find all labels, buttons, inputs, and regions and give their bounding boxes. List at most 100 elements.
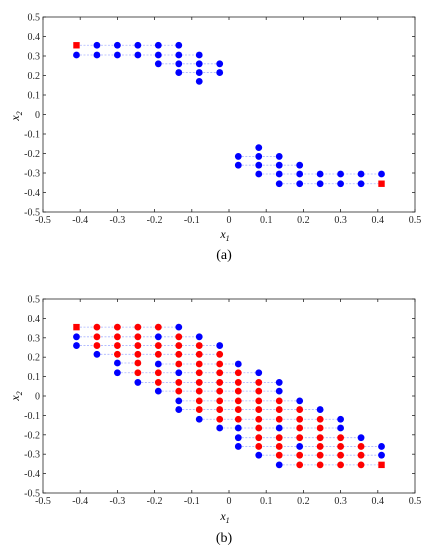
data-point bbox=[175, 333, 183, 341]
data-point bbox=[175, 51, 183, 59]
data-point bbox=[275, 443, 283, 450]
data-point bbox=[234, 379, 242, 386]
data-point bbox=[195, 51, 203, 59]
x-tick-label: 0.3 bbox=[334, 496, 347, 507]
data-point bbox=[134, 379, 142, 386]
data-point bbox=[275, 406, 283, 413]
data-point bbox=[275, 434, 283, 442]
y-tick-label: -0.4 bbox=[24, 188, 40, 199]
data-point bbox=[134, 342, 142, 349]
data-point bbox=[316, 434, 324, 442]
x-tick-label: -0.5 bbox=[35, 496, 51, 507]
data-point bbox=[255, 443, 263, 450]
data-point bbox=[114, 41, 121, 49]
data-point bbox=[316, 443, 324, 450]
x-tick-label: 0 bbox=[227, 496, 232, 507]
data-point bbox=[296, 397, 304, 405]
data-point bbox=[275, 153, 283, 160]
data-point bbox=[255, 387, 263, 395]
y-tick-label: 0.3 bbox=[28, 52, 41, 63]
data-point bbox=[195, 350, 203, 358]
data-point bbox=[255, 379, 263, 386]
data-point bbox=[316, 424, 324, 432]
y-ticks-a: -0.5 -0.4 -0.3 -0.2 -0.1 0 0.1 0.2 0.3 0.4 0.5 bbox=[24, 13, 415, 219]
y-tick-label: 0.5 bbox=[28, 295, 41, 306]
data-point bbox=[175, 350, 183, 358]
data-point bbox=[195, 342, 203, 349]
y-tick-label: -0.5 bbox=[24, 489, 40, 500]
x-tick-label: 0.1 bbox=[260, 496, 273, 507]
data-point bbox=[255, 451, 263, 459]
data-point bbox=[255, 153, 263, 160]
data-point bbox=[316, 461, 324, 469]
data-point bbox=[134, 369, 142, 377]
data-point bbox=[296, 443, 304, 450]
data-point bbox=[154, 360, 162, 368]
data-point bbox=[234, 406, 242, 413]
y-tick-label: -0.3 bbox=[24, 450, 40, 461]
x-tick-label: -0.4 bbox=[72, 496, 88, 507]
data-point bbox=[255, 424, 263, 432]
data-point bbox=[195, 369, 203, 377]
data-point bbox=[175, 69, 183, 76]
data-point bbox=[114, 369, 121, 377]
data-point bbox=[234, 443, 242, 450]
y-axis-label-b: x2 bbox=[8, 391, 24, 401]
data-point-square bbox=[73, 323, 80, 331]
data-point bbox=[114, 51, 121, 59]
data-point bbox=[275, 451, 283, 459]
data-point bbox=[316, 415, 324, 423]
data-point bbox=[93, 41, 101, 49]
data-point bbox=[175, 360, 183, 368]
data-point bbox=[234, 397, 242, 405]
data-point bbox=[275, 397, 283, 405]
data-point bbox=[114, 333, 121, 341]
data-point bbox=[195, 406, 203, 413]
x-axis-label-a: x1 bbox=[219, 227, 229, 243]
data-point bbox=[216, 387, 224, 395]
data-point bbox=[216, 60, 224, 68]
data-point bbox=[255, 161, 263, 169]
data-point bbox=[154, 60, 162, 68]
y-tick-label: 0 bbox=[35, 392, 40, 403]
data-point bbox=[134, 323, 142, 331]
data-point bbox=[134, 51, 142, 59]
data-point bbox=[216, 379, 224, 386]
data-point bbox=[275, 379, 283, 386]
data-point bbox=[275, 424, 283, 432]
y-tick-label: 0.1 bbox=[28, 91, 41, 102]
data-point bbox=[275, 180, 283, 188]
y-tick-label: 0.4 bbox=[28, 314, 41, 325]
data-point bbox=[255, 369, 263, 377]
data-point bbox=[154, 342, 162, 349]
data-point bbox=[154, 333, 162, 341]
y-tick-label: -0.2 bbox=[24, 149, 40, 160]
data-point bbox=[234, 161, 242, 169]
y-tick-label: -0.1 bbox=[24, 411, 40, 422]
data-point bbox=[216, 397, 224, 405]
y-tick-label: -0.4 bbox=[24, 469, 40, 480]
data-point bbox=[195, 69, 203, 76]
data-point bbox=[234, 153, 242, 160]
data-point bbox=[316, 180, 324, 188]
y-tick-label: 0.1 bbox=[28, 372, 41, 383]
data-point bbox=[275, 461, 283, 469]
data-point bbox=[296, 170, 304, 178]
x-tick-label: 0.2 bbox=[297, 496, 310, 507]
data-point bbox=[175, 41, 183, 49]
data-point bbox=[357, 451, 365, 459]
data-point bbox=[255, 406, 263, 413]
data-point bbox=[275, 170, 283, 178]
x-tick-label: -0.2 bbox=[147, 215, 163, 226]
y-tick-label: -0.5 bbox=[24, 208, 40, 219]
y-axis-label-a: x2 bbox=[8, 111, 24, 121]
plot-area-a bbox=[42, 16, 416, 213]
data-point bbox=[216, 406, 224, 413]
data-point bbox=[296, 451, 304, 459]
x-axis-label-b: x1 bbox=[219, 509, 229, 525]
y-tick-label: 0.3 bbox=[28, 333, 41, 344]
data-point bbox=[378, 170, 385, 178]
x-tick-label: 0 bbox=[227, 215, 232, 226]
y-tick-label: 0.5 bbox=[28, 13, 41, 24]
data-point bbox=[357, 180, 365, 188]
